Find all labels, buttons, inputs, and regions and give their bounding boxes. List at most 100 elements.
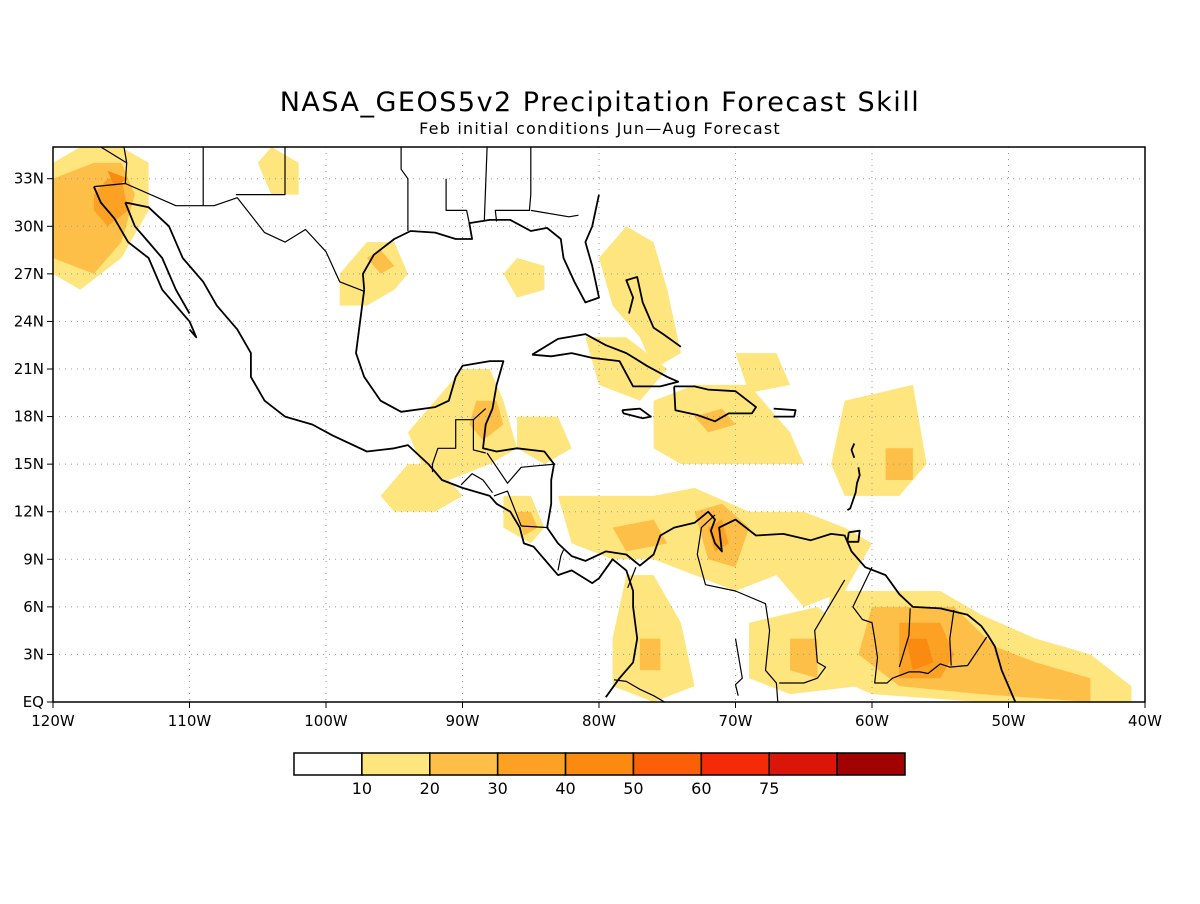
colorbar-swatch bbox=[564, 752, 635, 776]
colorbar-label: 30 bbox=[487, 779, 507, 798]
coastline bbox=[846, 467, 861, 511]
colorbar-label: 75 bbox=[759, 779, 779, 798]
political-border bbox=[493, 490, 522, 527]
skill-region bbox=[93, 178, 129, 227]
lon-tick-label: 50W bbox=[992, 712, 1026, 730]
lon-tick-label: 120W bbox=[31, 712, 75, 730]
lat-tick-label: 24N bbox=[14, 312, 44, 330]
colorbar-label: 20 bbox=[420, 779, 440, 798]
political-border bbox=[696, 514, 779, 702]
political-border bbox=[486, 452, 556, 484]
lat-tick-label: 21N bbox=[14, 360, 44, 378]
political-border bbox=[494, 147, 532, 222]
skill-region bbox=[517, 511, 538, 536]
skill-region bbox=[517, 416, 572, 465]
political-border bbox=[400, 147, 409, 231]
skill-region bbox=[790, 638, 818, 679]
coastline bbox=[773, 407, 797, 418]
colorbar-label: 60 bbox=[691, 779, 711, 798]
lat-tick-label: 12N bbox=[14, 503, 44, 521]
coastline bbox=[621, 407, 652, 420]
colorbar-label: 40 bbox=[555, 779, 575, 798]
political-border bbox=[530, 209, 579, 218]
lat-tick-label: 18N bbox=[14, 408, 44, 426]
plot-area bbox=[53, 147, 1145, 702]
skill-region bbox=[585, 337, 668, 401]
map-subtitle: Feb initial conditions Jun—Aug Forecast bbox=[419, 119, 781, 138]
colorbar-swatch bbox=[700, 752, 770, 776]
lon-tick-label: 60W bbox=[855, 712, 889, 730]
longitude-ticks: 120W 110W 100W 90W 80W 70W 60W 50W 40W bbox=[31, 702, 1162, 730]
political-border bbox=[460, 473, 493, 494]
lat-tick-label: 6N bbox=[23, 598, 44, 616]
skill-region bbox=[257, 147, 299, 195]
lon-tick-label: 90W bbox=[446, 712, 480, 730]
colorbar-swatch bbox=[293, 752, 363, 776]
latitude-ticks: EQ 3N 6N 9N 12N 15N 18N 21N 24N 27N 30N 33N bbox=[14, 170, 53, 711]
colorbar-label: 50 bbox=[623, 779, 643, 798]
lon-tick-label: 110W bbox=[168, 712, 212, 730]
political-border bbox=[93, 182, 365, 292]
map-title: NASA_GEOS5v2 Precipitation Forecast Skil… bbox=[280, 87, 921, 118]
lon-tick-label: 100W bbox=[304, 712, 348, 730]
colorbar-swatch bbox=[768, 752, 838, 776]
lat-tick-label: 15N bbox=[14, 455, 44, 473]
coastlines-layer bbox=[93, 186, 1017, 702]
lat-tick-label: 9N bbox=[23, 550, 44, 568]
coastline bbox=[846, 529, 861, 543]
coastline bbox=[531, 333, 680, 388]
skill-region bbox=[339, 242, 408, 306]
political-border bbox=[779, 579, 846, 684]
borders-layer bbox=[93, 147, 988, 702]
political-border bbox=[898, 608, 911, 668]
political-border bbox=[521, 525, 549, 529]
political-border bbox=[445, 178, 470, 224]
colorbar-swatch bbox=[632, 752, 703, 776]
coastline bbox=[93, 186, 198, 339]
coastline bbox=[355, 289, 1017, 702]
political-border bbox=[100, 147, 128, 164]
political-border bbox=[483, 147, 488, 222]
political-border bbox=[734, 638, 743, 696]
coastline bbox=[124, 202, 191, 314]
skill-region bbox=[107, 170, 129, 187]
colorbar-label: 10 bbox=[352, 779, 372, 798]
political-border bbox=[613, 679, 665, 702]
political-border bbox=[557, 549, 565, 571]
skill-region bbox=[735, 353, 791, 393]
colorbar-swatch bbox=[429, 752, 499, 776]
skill-region bbox=[407, 369, 518, 480]
colorbar-swatch bbox=[496, 752, 567, 776]
gridlines bbox=[53, 147, 1145, 702]
political-border bbox=[472, 408, 487, 421]
political-border bbox=[235, 147, 286, 196]
colorbar: 10 20 30 40 50 60 75 bbox=[293, 752, 906, 798]
lat-tick-label: 3N bbox=[23, 645, 44, 663]
colorbar-swatch bbox=[836, 752, 906, 776]
lat-tick-label: 33N bbox=[14, 170, 44, 188]
political-border bbox=[627, 566, 637, 589]
lat-tick-label: 30N bbox=[14, 217, 44, 235]
lon-tick-label: 40W bbox=[1128, 712, 1162, 730]
skill-region bbox=[380, 464, 463, 512]
lon-tick-label: 70W bbox=[719, 712, 753, 730]
skill-region bbox=[612, 519, 668, 552]
political-border bbox=[852, 566, 988, 684]
lat-tick-label: EQ bbox=[23, 693, 44, 711]
coastline bbox=[850, 443, 856, 459]
colorbar-swatch bbox=[361, 752, 431, 776]
coastline bbox=[625, 276, 682, 348]
coastline bbox=[673, 385, 757, 423]
lat-tick-label: 27N bbox=[14, 265, 44, 283]
skill-region bbox=[503, 258, 545, 298]
skill-region bbox=[906, 638, 934, 671]
political-border bbox=[949, 609, 955, 666]
skill-region bbox=[639, 638, 661, 671]
coastline bbox=[125, 201, 639, 698]
coastline bbox=[361, 194, 600, 304]
lon-tick-label: 80W bbox=[582, 712, 616, 730]
skill-region bbox=[469, 400, 504, 441]
skill-region bbox=[708, 519, 729, 552]
political-border bbox=[431, 419, 486, 473]
